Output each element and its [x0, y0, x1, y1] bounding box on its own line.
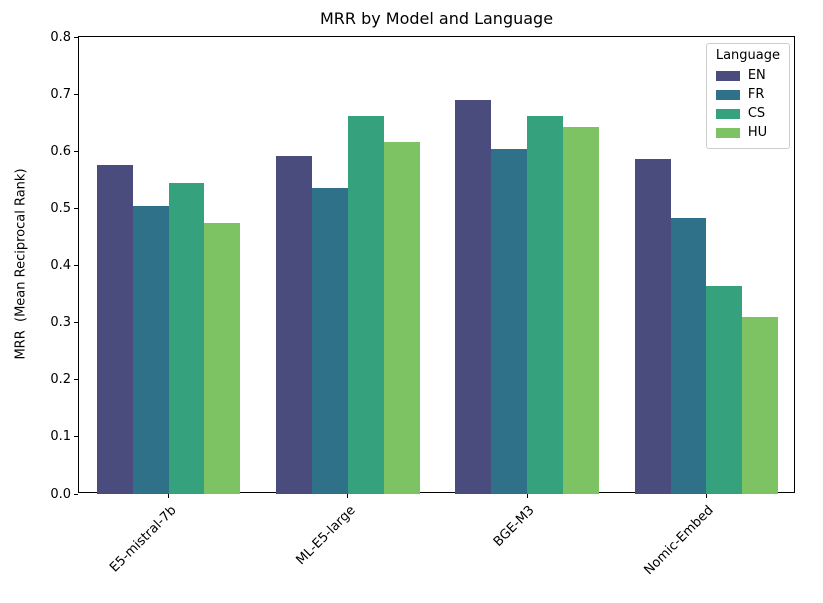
- bar-en-e5-mistral-7b: [96, 164, 133, 494]
- y-tick-mark: [74, 36, 78, 38]
- y-tick-mark: [74, 379, 78, 381]
- x-tick-mark: [526, 493, 528, 498]
- x-tick-label: BGE-M3: [490, 503, 538, 550]
- bar-fr-ml-e5-large: [312, 188, 348, 494]
- y-tick-label: 0.3: [50, 315, 71, 331]
- y-tick-label: 0.0: [50, 486, 71, 502]
- legend-title: Language: [715, 48, 780, 63]
- legend-item-en: EN: [715, 66, 780, 85]
- y-tick-label: 0.1: [50, 429, 71, 445]
- bar-cs-e5-mistral-7b: [168, 183, 205, 494]
- y-tick-mark: [74, 93, 78, 95]
- bar-fr-e5-mistral-7b: [132, 205, 169, 494]
- y-tick-label: 0.2: [50, 372, 71, 388]
- bar-en-bge-m3: [455, 100, 492, 494]
- y-tick-label: 0.4: [50, 258, 71, 273]
- bar-en-nomic-embed: [634, 158, 671, 494]
- y-tick-label: 0.5: [50, 200, 71, 216]
- legend: Language EN FR CS HU: [705, 43, 790, 149]
- y-tick-mark: [74, 207, 78, 209]
- bar-cs-ml-e5-large: [347, 115, 384, 494]
- y-tick-label: 0.7: [50, 86, 71, 102]
- legend-swatch-fr: [715, 89, 740, 100]
- x-tick-mark: [347, 493, 349, 498]
- bar-hu-nomic-embed: [742, 317, 779, 494]
- bar-cs-nomic-embed: [706, 286, 743, 494]
- x-tick-label: E5-mistral-7b: [106, 503, 180, 576]
- bar-cs-bge-m3: [527, 115, 563, 494]
- y-tick-mark: [74, 150, 78, 152]
- plot-area: Language EN FR CS HU 0.0 0.1 0.2 0.3 0.4 0.5 0.6 0…: [50, 31, 795, 578]
- legend-label-fr: FR: [747, 87, 765, 102]
- y-tick-mark: [74, 436, 78, 438]
- bar-hu-ml-e5-large: [383, 141, 420, 494]
- x-tick-label: Nomic-Embed: [641, 503, 717, 579]
- bar-fr-nomic-embed: [670, 218, 707, 494]
- x-tick-label: ML-E5-large: [293, 503, 359, 569]
- y-tick-label: 0.8: [50, 29, 71, 45]
- x-tick-mark: [705, 493, 707, 498]
- bar-fr-bge-m3: [491, 148, 528, 494]
- legend-item-hu: HU: [715, 123, 780, 142]
- legend-swatch-cs: [715, 108, 740, 119]
- y-tick-label: 0.6: [50, 143, 71, 159]
- y-axis-label: MRR (Mean Reciprocal Rank): [13, 168, 29, 360]
- legend-label-hu: HU: [747, 125, 768, 140]
- legend-label-cs: CS: [747, 106, 766, 121]
- bar-hu-bge-m3: [562, 126, 599, 494]
- legend-swatch-hu: [715, 127, 740, 138]
- legend-item-cs: CS: [715, 104, 780, 123]
- legend-label-en: EN: [747, 68, 766, 83]
- y-tick-mark: [74, 265, 78, 266]
- legend-items: EN FR CS HU: [715, 66, 780, 142]
- y-tick-mark: [74, 493, 78, 495]
- bar-hu-e5-mistral-7b: [204, 222, 241, 494]
- chart-title: MRR by Model and Language: [319, 9, 554, 28]
- legend-swatch-en: [715, 70, 740, 81]
- bar-en-ml-e5-large: [276, 155, 313, 494]
- x-tick-mark: [168, 493, 170, 498]
- y-tick-mark: [74, 322, 78, 324]
- legend-item-fr: FR: [715, 85, 780, 104]
